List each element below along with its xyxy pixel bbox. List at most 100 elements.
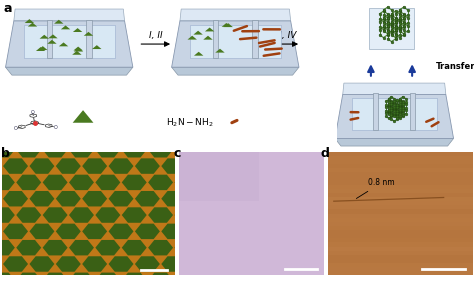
Bar (328, 263, 473, 267)
Polygon shape (43, 273, 68, 281)
Polygon shape (161, 126, 186, 141)
Polygon shape (29, 256, 55, 272)
Polygon shape (267, 126, 292, 141)
Bar (328, 201, 473, 205)
Polygon shape (69, 142, 94, 157)
Polygon shape (0, 240, 15, 255)
Polygon shape (267, 256, 292, 272)
Polygon shape (194, 52, 203, 56)
Polygon shape (73, 28, 82, 32)
Polygon shape (56, 256, 81, 272)
Bar (328, 193, 473, 197)
Polygon shape (16, 142, 41, 157)
Polygon shape (29, 191, 55, 207)
Polygon shape (135, 126, 160, 141)
Polygon shape (0, 175, 15, 190)
Bar (328, 259, 473, 263)
Polygon shape (148, 273, 173, 281)
Polygon shape (3, 256, 28, 272)
Polygon shape (240, 158, 265, 174)
Polygon shape (25, 19, 34, 23)
Polygon shape (335, 94, 454, 139)
Polygon shape (61, 26, 70, 29)
Bar (410, 93, 415, 130)
Bar (328, 243, 473, 246)
Polygon shape (201, 273, 226, 281)
Polygon shape (43, 142, 68, 157)
Polygon shape (205, 28, 214, 31)
Polygon shape (188, 126, 213, 141)
Polygon shape (122, 207, 147, 223)
Polygon shape (43, 207, 68, 223)
Polygon shape (16, 273, 41, 281)
Bar (328, 267, 473, 271)
Polygon shape (335, 139, 454, 146)
Polygon shape (73, 47, 83, 51)
Polygon shape (161, 191, 186, 207)
Polygon shape (0, 273, 15, 281)
Bar (328, 209, 473, 214)
Bar (328, 172, 473, 176)
Polygon shape (201, 142, 226, 157)
Polygon shape (174, 175, 200, 190)
Polygon shape (201, 240, 226, 255)
Polygon shape (227, 207, 252, 223)
Polygon shape (174, 240, 200, 255)
Polygon shape (214, 158, 239, 174)
Polygon shape (48, 34, 58, 38)
Polygon shape (0, 224, 2, 239)
Text: III, IV: III, IV (274, 31, 297, 40)
Polygon shape (95, 207, 120, 223)
Polygon shape (6, 67, 133, 75)
Polygon shape (161, 256, 186, 272)
Polygon shape (188, 158, 213, 174)
Polygon shape (69, 273, 94, 281)
Polygon shape (122, 273, 147, 281)
Text: a: a (3, 2, 12, 15)
Polygon shape (254, 273, 279, 281)
Text: O: O (14, 126, 18, 131)
Polygon shape (240, 224, 265, 239)
Polygon shape (223, 23, 233, 27)
Polygon shape (267, 191, 292, 207)
Bar (328, 160, 473, 164)
Polygon shape (95, 240, 120, 255)
Polygon shape (84, 32, 93, 36)
Bar (328, 234, 473, 238)
Bar (352, 98, 437, 130)
Polygon shape (3, 126, 28, 141)
Bar (328, 156, 473, 160)
Polygon shape (3, 158, 28, 174)
Polygon shape (16, 175, 41, 190)
Polygon shape (109, 256, 134, 272)
Polygon shape (172, 21, 299, 67)
Polygon shape (227, 175, 252, 190)
Polygon shape (16, 207, 41, 223)
Polygon shape (69, 207, 94, 223)
Polygon shape (0, 126, 2, 141)
Polygon shape (240, 126, 265, 141)
Polygon shape (188, 36, 197, 40)
Bar (190, 25, 281, 58)
Bar (328, 271, 473, 275)
Bar (328, 185, 473, 189)
Polygon shape (180, 9, 291, 21)
Text: b: b (0, 147, 9, 160)
Polygon shape (135, 224, 160, 239)
Bar (86, 20, 92, 58)
Bar (253, 20, 258, 58)
Polygon shape (28, 23, 37, 27)
Polygon shape (95, 142, 120, 157)
Polygon shape (56, 126, 81, 141)
Polygon shape (201, 175, 226, 190)
Bar (328, 214, 473, 218)
Bar (24, 25, 115, 58)
Polygon shape (267, 158, 292, 174)
Bar (328, 226, 473, 230)
Polygon shape (214, 126, 239, 141)
Bar (328, 255, 473, 259)
Polygon shape (29, 224, 55, 239)
Bar (373, 93, 378, 130)
Polygon shape (95, 175, 120, 190)
Bar (328, 168, 473, 172)
